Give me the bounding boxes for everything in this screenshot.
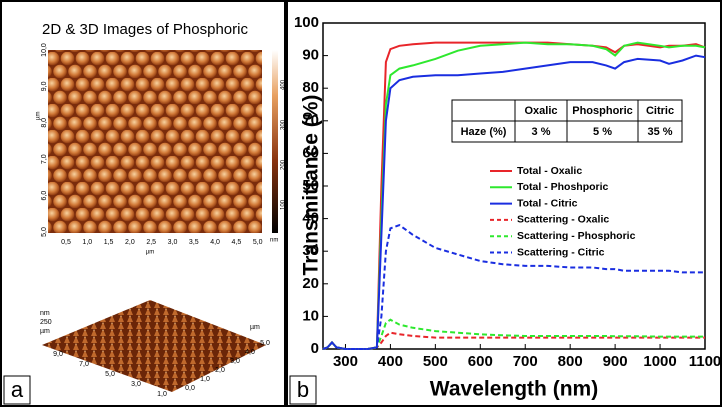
x-axis-label: Wavelength (nm) [430, 378, 598, 401]
afm-3d-image [42, 300, 266, 392]
afm-x-tick: 1,0 [82, 239, 92, 246]
afm-x-tick: 1,5 [104, 239, 114, 246]
table-cell: 5 % [593, 126, 612, 138]
panel-label-box [289, 375, 317, 405]
table-header: Citric [646, 105, 674, 117]
y-tick-label: 70 [302, 112, 319, 129]
y-tick-label: 20 [302, 275, 319, 292]
d3-right-tick: 4,0 [245, 349, 255, 356]
afm-x-tick: 4,5 [232, 239, 242, 246]
d3-left-tick: 3,0 [131, 381, 141, 388]
y-tick-label: 0 [311, 340, 319, 357]
x-tick-label: 900 [603, 353, 628, 370]
d3-z-unit: nm [40, 310, 50, 317]
y-tick-label: 30 [302, 242, 319, 259]
table-header: Phosphoric [572, 105, 633, 117]
y-axis-label: Transmittance (%) [300, 95, 323, 276]
afm-x-tick: 4,0 [210, 239, 220, 246]
d3-left-tick: 1,0 [157, 391, 167, 398]
d3-right-tick: 0,0 [185, 385, 195, 392]
y-tick-label: 90 [302, 47, 319, 64]
d3-right-tick: 2,0 [215, 367, 225, 374]
series-line [322, 223, 705, 350]
x-tick-label: 500 [423, 353, 448, 370]
d3-left-tick: 9,0 [53, 351, 63, 358]
afm-x-tick: 3,0 [168, 239, 178, 246]
d3-unit: µm [40, 328, 50, 335]
colorbar-tick: 100 [281, 199, 287, 210]
table-row-label: Haze (%) [461, 126, 507, 138]
afm-2d-image [48, 50, 262, 233]
afm-title: 2D & 3D Images of Phosphoric [42, 21, 248, 38]
x-tick-label: 600 [468, 353, 493, 370]
afm-x-tick: 2,0 [125, 239, 135, 246]
y-tick-label: 60 [302, 144, 319, 161]
legend-label: Scattering - Phosphoric [517, 230, 636, 242]
table-cell: 3 % [532, 126, 551, 138]
afm-y-tick: 9,0 [41, 81, 48, 91]
table-header: Oxalic [524, 105, 557, 117]
x-tick-label: 1100 [689, 353, 722, 370]
d3-unit: µm [250, 324, 260, 331]
y-tick-label: 10 [302, 307, 319, 324]
x-tick-label: 300 [333, 353, 358, 370]
x-tick-label: 700 [513, 353, 538, 370]
y-tick-label: 50 [302, 177, 319, 194]
axis-unit: µm [36, 112, 42, 120]
x-tick-label: 800 [558, 353, 583, 370]
d3-z-tick: 250 [40, 319, 52, 326]
afm-y-tick: 8,0 [41, 118, 48, 128]
panel-label: a [11, 377, 24, 402]
afm-y-tick: 5,0 [41, 227, 48, 237]
colorbar-unit: nm [270, 238, 278, 244]
table-cell: 35 % [647, 126, 672, 138]
panel-label-box [3, 375, 31, 405]
colorbar [272, 50, 278, 233]
legend-label: Scattering - Citric [517, 246, 605, 258]
y-tick-label: 40 [302, 210, 319, 227]
legend-label: Total - Oxalic [517, 165, 582, 177]
d3-right-tick: 3,0 [230, 358, 240, 365]
colorbar-tick: 200 [281, 159, 287, 170]
afm-x-tick: 2,5 [146, 239, 156, 246]
d3-left-tick: 7,0 [79, 361, 89, 368]
x-tick-label: 1000 [643, 353, 676, 370]
y-tick-label: 100 [294, 14, 319, 31]
x-tick-label: 400 [378, 353, 403, 370]
legend-label: Total - Citric [517, 197, 578, 209]
panel-label: b [297, 377, 309, 402]
d3-left-tick: 5,0 [105, 371, 115, 378]
afm-y-tick: 6,0 [41, 191, 48, 201]
legend-label: Total - Phoshporic [517, 181, 609, 193]
d3-right-tick: 1,0 [200, 376, 210, 383]
colorbar-tick: 400 [281, 79, 287, 90]
legend-label: Scattering - Oxalic [517, 214, 609, 226]
colorbar-tick: 300 [281, 119, 287, 130]
afm-y-tick: 10,0 [41, 43, 48, 57]
afm-y-tick: 7,0 [41, 154, 48, 164]
d3-right-tick: 5,0 [260, 340, 270, 347]
afm-x-tick: 5,0 [253, 239, 263, 246]
axis-unit: µm [146, 250, 154, 256]
y-tick-label: 80 [302, 79, 319, 96]
afm-x-tick: 3,5 [189, 239, 199, 246]
afm-x-tick: 0,5 [61, 239, 71, 246]
